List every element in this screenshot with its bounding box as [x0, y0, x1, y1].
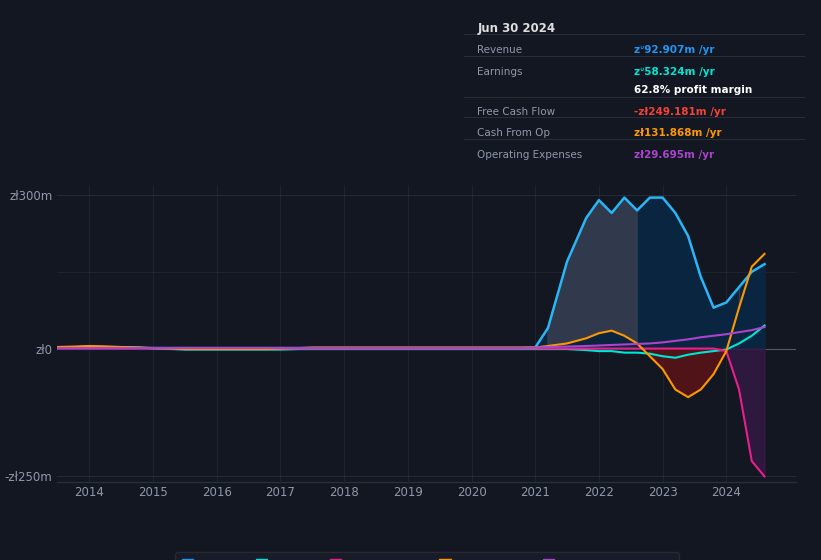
Text: zł29.695m /yr: zł29.695m /yr — [635, 150, 714, 160]
Text: Cash From Op: Cash From Op — [478, 128, 551, 138]
Text: zł131.868m /yr: zł131.868m /yr — [635, 128, 722, 138]
Text: zᐡ92.907m /yr: zᐡ92.907m /yr — [635, 45, 715, 55]
Text: 62.8% profit margin: 62.8% profit margin — [635, 86, 753, 95]
Text: Free Cash Flow: Free Cash Flow — [478, 107, 556, 117]
Text: Jun 30 2024: Jun 30 2024 — [478, 22, 556, 35]
Text: -zł249.181m /yr: -zł249.181m /yr — [635, 107, 726, 117]
Text: Revenue: Revenue — [478, 45, 523, 55]
Legend: Revenue, Earnings, Free Cash Flow, Cash From Op, Operating Expenses: Revenue, Earnings, Free Cash Flow, Cash … — [175, 553, 679, 560]
Text: Earnings: Earnings — [478, 67, 523, 77]
Text: Operating Expenses: Operating Expenses — [478, 150, 583, 160]
Text: zᐡ58.324m /yr: zᐡ58.324m /yr — [635, 67, 715, 77]
